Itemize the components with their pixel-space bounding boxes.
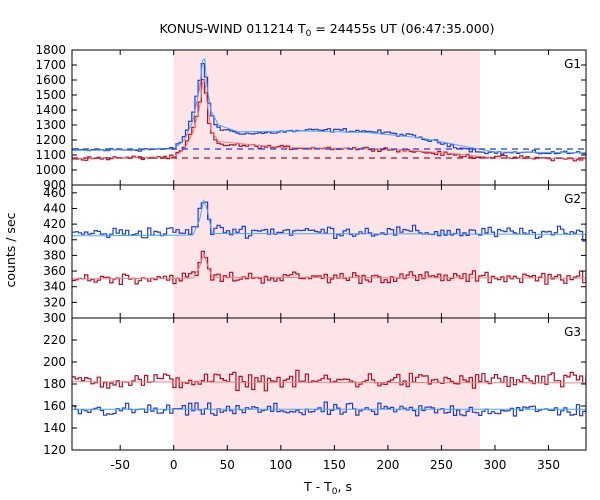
y-tick-label: 1000 (35, 163, 66, 177)
y-tick-label: 340 (43, 280, 66, 294)
chart-title: KONUS-WIND 011214 T0 = 24455s UT (06:47:… (159, 21, 494, 39)
panel-g2-fit_red-model-line (72, 251, 586, 280)
panel-g1-fit_red-model-line (72, 78, 586, 160)
panel-label-g1: G1 (564, 57, 581, 71)
frame-layer: 900100011001200130014001500160017001800G… (35, 43, 587, 472)
panel-g1-series_red-histogram (72, 79, 586, 162)
y-tick-label: 1700 (35, 58, 66, 72)
y-tick-label: 1100 (35, 148, 66, 162)
panel-g2-series (72, 198, 586, 285)
y-tick-label: 300 (43, 311, 66, 325)
x-tick-label: -50 (110, 458, 130, 472)
y-tick-label: 440 (43, 201, 66, 215)
panel-g1-fit_blue-model-line (72, 58, 586, 154)
y-tick-label: 460 (43, 186, 66, 200)
panel-g2-series_red-histogram (72, 250, 586, 285)
x-tick-label: 0 (170, 458, 178, 472)
highlight-band-g2 (173, 185, 480, 318)
panel-g3-fit_red-model-line (72, 381, 586, 384)
panel-g2-fit_blue-model-line (72, 198, 586, 237)
y-tick-label: 360 (43, 264, 66, 278)
y-tick-label: 420 (43, 217, 66, 231)
x-tick-label: 300 (484, 458, 507, 472)
y-tick-label: 1300 (35, 118, 66, 132)
x-tick-label: 150 (323, 458, 346, 472)
x-tick-label: 250 (430, 458, 453, 472)
highlight-band-layer (173, 50, 480, 450)
y-tick-label: 1200 (35, 133, 66, 147)
x-tick-label: 200 (376, 458, 399, 472)
y-tick-label: 400 (43, 233, 66, 247)
y-tick-label: 1600 (35, 73, 66, 87)
panel-g1-series (72, 58, 586, 162)
panel-g2-series_blue-histogram (72, 201, 586, 242)
x-tick-label: 350 (537, 458, 560, 472)
y-tick-label: 160 (43, 399, 66, 413)
y-tick-label: 1800 (35, 43, 66, 57)
y-tick-label: 140 (43, 421, 66, 435)
text-layer: KONUS-WIND 011214 T0 = 24455s UT (06:47:… (3, 21, 495, 497)
y-tick-label: 200 (43, 355, 66, 369)
x-axis-title: T - T0, s (303, 479, 352, 497)
y-tick-label: 120 (43, 443, 66, 457)
x-tick-label: 100 (269, 458, 292, 472)
panel-label-g2: G2 (564, 192, 581, 206)
highlight-band-g3 (173, 318, 480, 450)
y-tick-label: 1400 (35, 103, 66, 117)
data-layer (72, 58, 586, 417)
y-tick-label: 180 (43, 377, 66, 391)
highlight-band-g1 (173, 50, 480, 185)
y-tick-label: 380 (43, 248, 66, 262)
y-tick-label: 320 (43, 295, 66, 309)
panel-g3-series_blue-histogram (72, 401, 586, 417)
y-tick-label: 1500 (35, 88, 66, 102)
y-tick-label: 900 (43, 178, 66, 192)
y-axis-title: counts / sec (3, 212, 18, 287)
y-tick-label: 220 (43, 333, 66, 347)
panel-g3-series (72, 369, 586, 417)
x-tick-label: 50 (220, 458, 235, 472)
panel-label-g3: G3 (564, 325, 581, 339)
